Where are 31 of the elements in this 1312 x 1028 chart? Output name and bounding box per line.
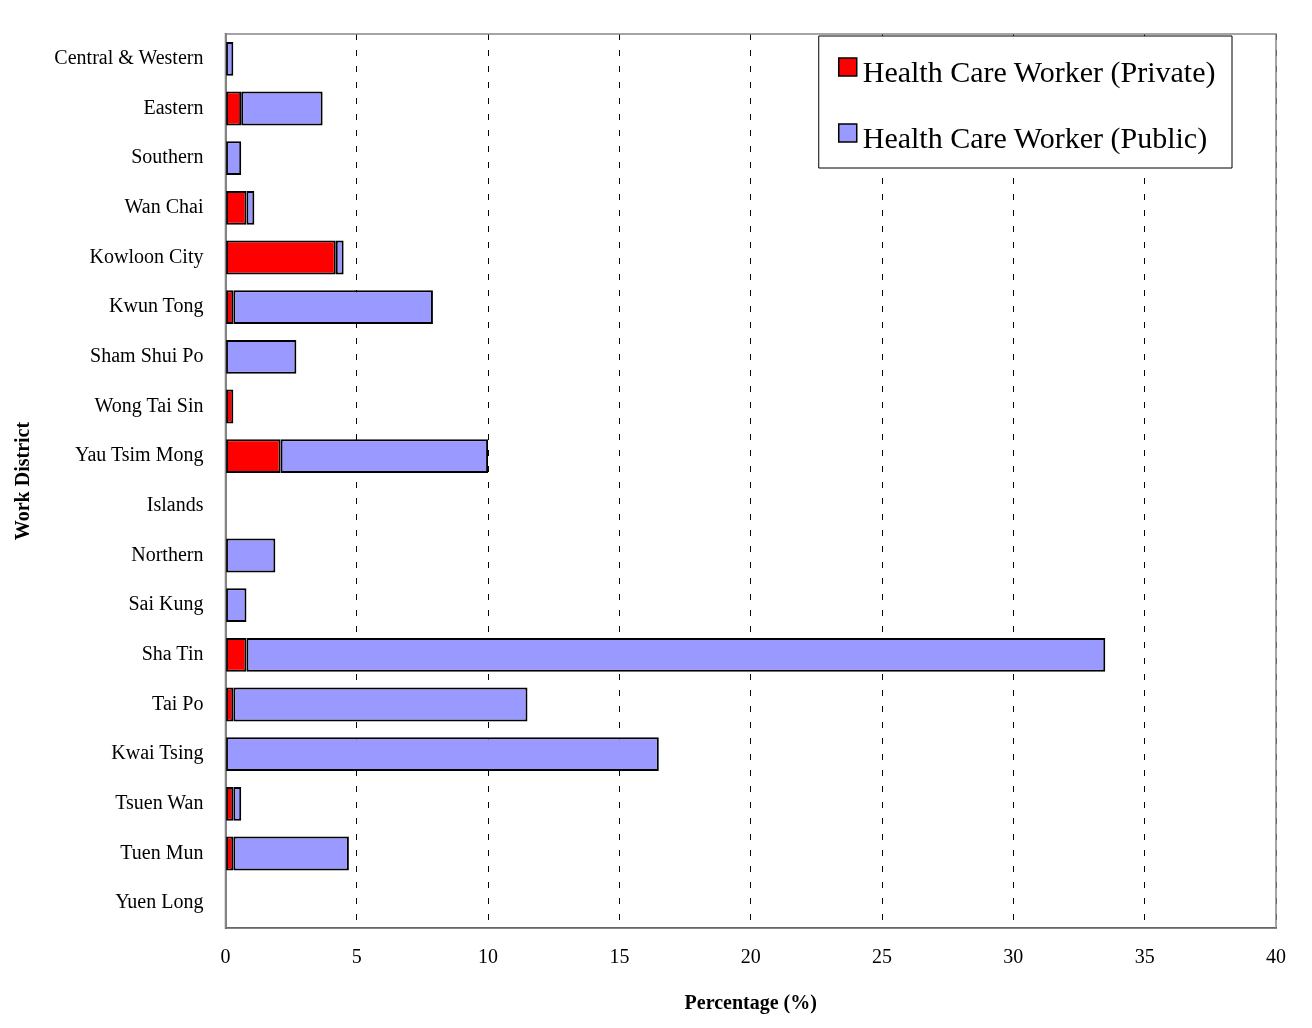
y-tick-label: Tuen Mun [120, 840, 204, 863]
y-tick-label: Eastern [143, 95, 204, 118]
y-tick-label: Kwai Tsing [111, 741, 204, 765]
y-tick-label: Wong Tai Sin [94, 393, 204, 417]
y-tick-label: Islands [146, 493, 204, 516]
y-tick-label: Wan Chai [124, 195, 204, 218]
x-tick-label: 5 [351, 945, 362, 968]
y-tick-label: Central & Western [54, 46, 204, 69]
x-tick-label: 40 [1266, 945, 1286, 968]
legend-label: Health Care Worker (Private) [862, 54, 1216, 89]
y-tick-label: Kwun Tong [109, 294, 204, 318]
y-tick-label: Northern [131, 542, 204, 565]
y-tick-label: Yau Tsim Mong [74, 443, 204, 467]
x-tick-label: 25 [872, 945, 893, 968]
y-tick-label: Southern [131, 145, 204, 168]
x-tick-label: 20 [740, 945, 761, 968]
y-tick-label: Kowloon City [89, 244, 204, 268]
x-tick-label: 0 [220, 945, 231, 968]
y-tick-label: Tai Po [152, 691, 204, 714]
y-tick-label: Sai Kung [128, 592, 204, 616]
y-tick-label: Sham Shui Po [90, 344, 204, 367]
x-tick-label: 35 [1134, 945, 1155, 968]
x-tick-label: 10 [478, 945, 499, 968]
x-tick-label: 15 [609, 945, 630, 968]
x-tick-label: 30 [1003, 945, 1024, 968]
y-tick-label: Tsuen Wan [115, 791, 204, 814]
y-axis-title: Work District [11, 421, 34, 541]
legend-label: Health Care Worker (Public) [862, 120, 1208, 155]
y-tick-label: Sha Tin [141, 642, 204, 665]
x-axis-title: Percentage (%) [684, 991, 817, 1015]
y-tick-label: Yuen Long [115, 890, 204, 914]
